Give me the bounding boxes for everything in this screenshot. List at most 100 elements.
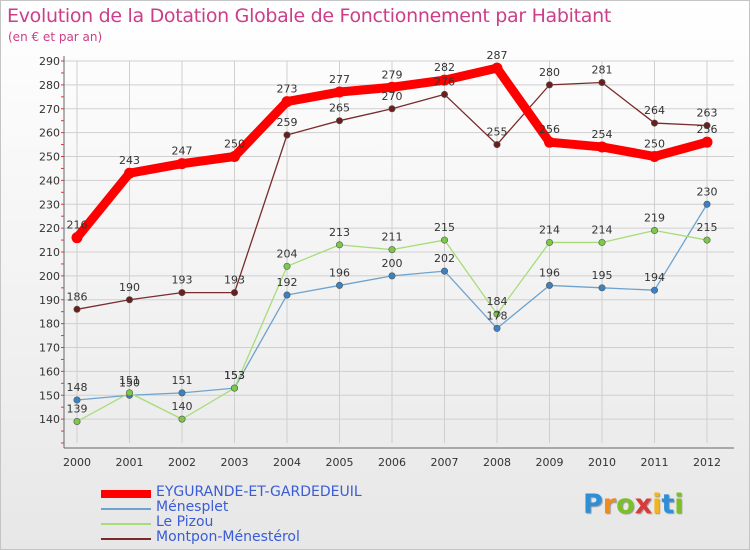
series-2-point (493, 310, 501, 318)
series-3-point (388, 105, 396, 113)
legend-label: EYGURANDE-ET-GARDEDEUIL (156, 484, 362, 500)
series-0-data-label: 256 (697, 123, 718, 136)
series-1-data-label: 192 (277, 276, 298, 289)
x-tick-label: 2001 (116, 456, 144, 469)
series-1-point (73, 396, 81, 404)
series-3-data-label: 265 (329, 102, 350, 115)
series-3-data-label: 276 (434, 75, 455, 88)
series-0-point (701, 136, 713, 148)
series-1-point (440, 267, 448, 275)
series-0-point (596, 141, 608, 153)
series-0-data-label: 216 (67, 219, 88, 232)
y-tick-label: 200 (39, 270, 60, 283)
legend-swatch (101, 490, 151, 498)
series-3-point (335, 117, 343, 125)
series-3-point (283, 131, 291, 139)
series-3-data-label: 280 (539, 66, 560, 79)
series-0-point (176, 158, 188, 170)
logo-letter: i (674, 489, 684, 520)
series-2-point (231, 384, 239, 392)
series-2-point (73, 418, 81, 426)
chart-title: Evolution de la Dotation Globale de Fonc… (7, 5, 612, 27)
x-tick-label: 2004 (273, 456, 301, 469)
series-1-data-label: 202 (434, 252, 455, 265)
series-0-data-label: 256 (539, 123, 560, 136)
series-1-data-label: 151 (172, 374, 193, 387)
series-2-data-label: 204 (277, 247, 298, 260)
y-tick-label: 230 (39, 198, 60, 211)
logo-letter: r (602, 489, 617, 520)
series-3-data-label: 193 (172, 274, 193, 287)
series-0-point (124, 167, 135, 179)
series-2-data-label: 139 (67, 403, 88, 416)
series-2-data-label: 215 (434, 221, 455, 234)
x-tick-label: 2012 (693, 456, 721, 469)
x-tick-label: 2007 (431, 456, 459, 469)
series-1-data-label: 148 (67, 381, 88, 394)
series-2-point (388, 246, 396, 254)
series-0-data-label: 250 (644, 138, 665, 151)
series-3-data-label: 281 (592, 63, 613, 76)
y-tick-label: 180 (39, 318, 60, 331)
series-1-point (650, 286, 658, 294)
axis-layer: 140 150 160 170 180 190 200 210 220 230 240 250 260 2… (39, 55, 734, 469)
series-1-data-label: 196 (329, 266, 350, 279)
series-2-data-label: 184 (487, 295, 508, 308)
series-1-data-label: 195 (592, 269, 613, 282)
series-0-point (649, 151, 660, 162)
series-3-data-label: 270 (382, 90, 403, 103)
legend-swatch (101, 523, 151, 525)
series-1-point (178, 389, 186, 397)
x-tick-label: 2005 (326, 456, 354, 469)
series-2-data-label: 214 (539, 223, 560, 236)
series-2-point (335, 241, 343, 249)
series-2-point (703, 236, 711, 244)
series-3-data-label: 190 (119, 281, 140, 294)
series-3-point (545, 81, 553, 89)
x-tick-label: 2003 (221, 456, 249, 469)
y-tick-label: 260 (39, 127, 60, 140)
series-0-data-label: 277 (329, 73, 350, 86)
legend-swatch (101, 508, 151, 510)
series-3-data-label: 259 (277, 116, 298, 129)
logo-letter: x (634, 489, 653, 520)
series-0-data-label: 279 (382, 68, 403, 81)
x-tick-label: 2010 (588, 456, 616, 469)
series-layer (71, 62, 713, 426)
series-1-point (335, 281, 343, 289)
x-tick-label: 2002 (168, 456, 196, 469)
series-0-data-label: 243 (119, 154, 140, 167)
x-tick-label: 2008 (483, 456, 511, 469)
y-tick-label: 220 (39, 222, 60, 235)
y-tick-label: 250 (39, 151, 60, 164)
series-3-point (73, 305, 81, 313)
y-tick-label: 170 (39, 342, 60, 355)
series-0-data-label: 287 (487, 49, 508, 62)
series-2-data-label: 211 (382, 231, 403, 244)
legend-label: Ménesplet (156, 499, 229, 515)
series-3-data-label: 263 (697, 106, 718, 119)
series-2-data-label: 214 (592, 223, 613, 236)
y-tick-label: 140 (39, 413, 60, 426)
series-2-point (598, 238, 606, 246)
series-1-point (703, 200, 711, 208)
series-2-data-label: 215 (697, 221, 718, 234)
series-2-data-label: 213 (329, 226, 350, 239)
series-3-point (440, 90, 448, 98)
y-tick-label: 210 (39, 246, 60, 259)
series-0-data-label: 247 (172, 145, 193, 158)
series-0-point (229, 151, 240, 162)
series-1-data-label: 150 (119, 376, 140, 389)
series-1-point (388, 272, 396, 280)
series-3-point (703, 121, 711, 129)
series-2-point (283, 262, 291, 270)
y-tick-label: 160 (39, 365, 60, 378)
chart-subtitle: (en € et par an) (8, 30, 103, 44)
series-0-data-label: 250 (224, 138, 245, 151)
series-3-data-label: 255 (487, 126, 508, 139)
series-3-point (126, 296, 134, 304)
series-2-point (178, 415, 186, 423)
legend-label: Le Pizou (156, 514, 214, 530)
